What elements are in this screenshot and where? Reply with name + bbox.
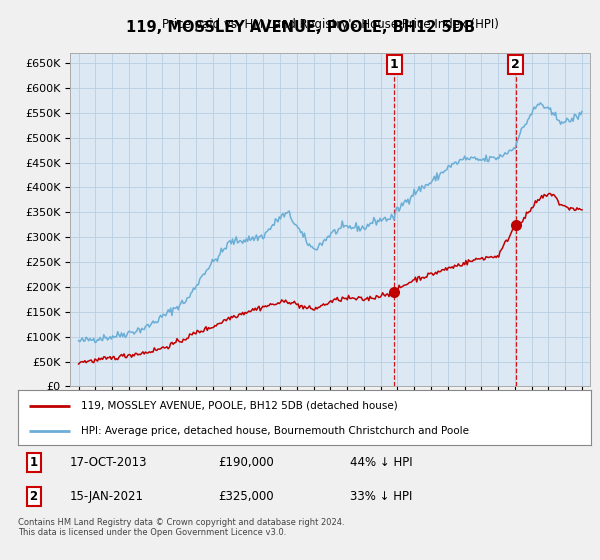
Text: 1: 1 [389,58,398,71]
Text: 2: 2 [29,490,38,503]
Text: Contains HM Land Registry data © Crown copyright and database right 2024.
This d: Contains HM Land Registry data © Crown c… [18,518,344,538]
Title: Price paid vs. HM Land Registry's House Price Index (HPI): Price paid vs. HM Land Registry's House … [162,18,499,31]
Text: 119, MOSSLEY AVENUE, POOLE, BH12 5DB (detached house): 119, MOSSLEY AVENUE, POOLE, BH12 5DB (de… [81,401,398,410]
Text: HPI: Average price, detached house, Bournemouth Christchurch and Poole: HPI: Average price, detached house, Bour… [81,427,469,436]
Text: 33% ↓ HPI: 33% ↓ HPI [350,490,413,503]
Text: 44% ↓ HPI: 44% ↓ HPI [350,456,413,469]
Text: 1: 1 [29,456,38,469]
Text: £190,000: £190,000 [218,456,274,469]
Text: 17-OCT-2013: 17-OCT-2013 [70,456,147,469]
Text: 15-JAN-2021: 15-JAN-2021 [70,490,143,503]
Text: £325,000: £325,000 [218,490,274,503]
Text: 2: 2 [511,58,520,71]
Text: 119, MOSSLEY AVENUE, POOLE, BH12 5DB: 119, MOSSLEY AVENUE, POOLE, BH12 5DB [125,20,475,35]
